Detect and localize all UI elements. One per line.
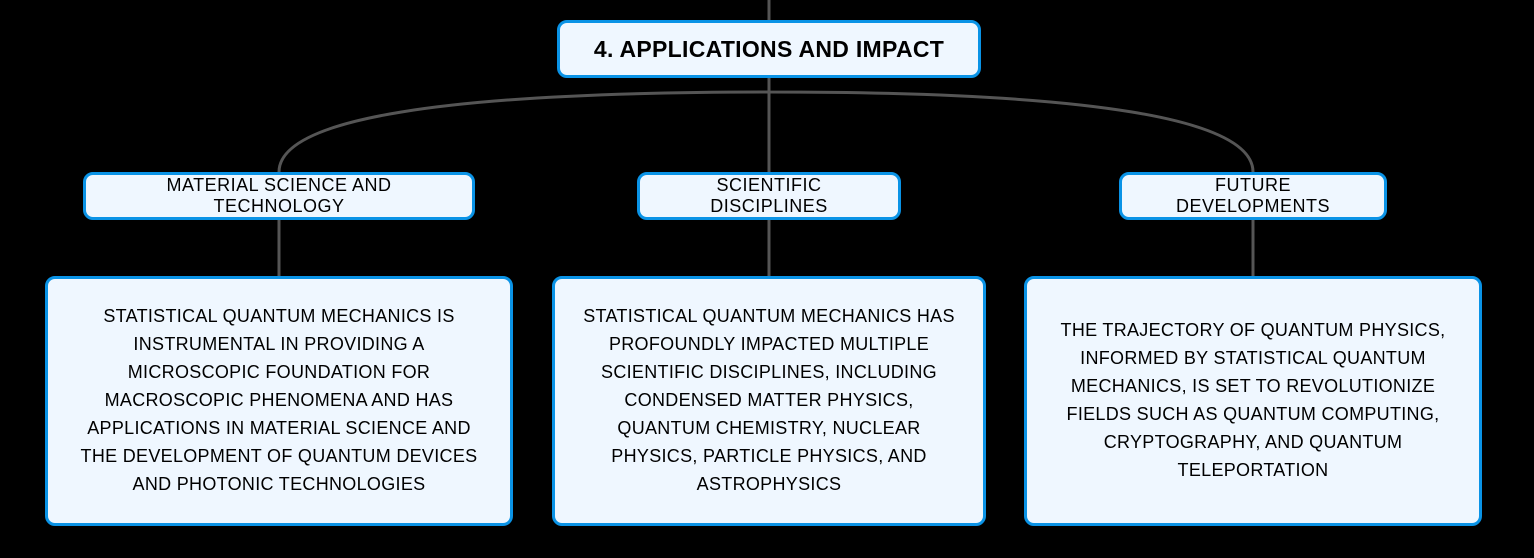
- leaf-node-material-science: STATISTICAL QUANTUM MECHANICS IS INSTRUM…: [45, 276, 513, 526]
- leaf-node-future-developments: THE TRAJECTORY OF QUANTUM PHYSICS, INFOR…: [1024, 276, 1482, 526]
- child-node-material-science: MATERIAL SCIENCE AND TECHNOLOGY: [83, 172, 475, 220]
- leaf-node-scientific-disciplines: STATISTICAL QUANTUM MECHANICS HAS PROFOU…: [552, 276, 986, 526]
- root-node: 4. APPLICATIONS AND IMPACT: [557, 20, 981, 78]
- child-node-future-developments: FUTURE DEVELOPMENTS: [1119, 172, 1387, 220]
- child-node-scientific-disciplines: SCIENTIFIC DISCIPLINES: [637, 172, 901, 220]
